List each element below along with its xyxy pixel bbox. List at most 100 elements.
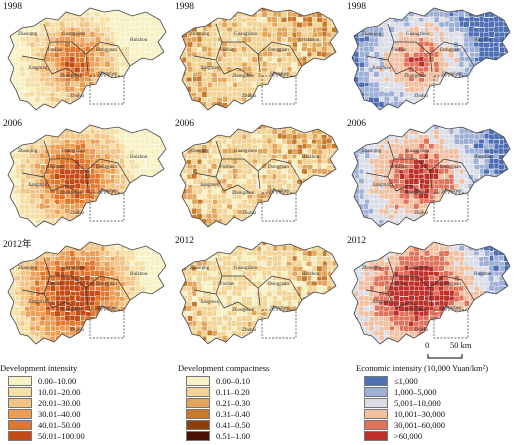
map-cell [149,285,156,292]
map-cell [59,102,66,109]
map-cell [217,119,223,125]
map-cell [336,236,342,242]
map-cell [10,107,17,110]
map-cell [321,326,328,332]
map-cell [1,57,7,63]
map-cell [44,11,51,18]
map-cell [25,129,32,136]
map-cell [104,208,111,215]
map-cell [24,340,31,344]
map-cell [216,91,223,98]
map-cell [192,296,198,303]
map-cell [8,209,11,216]
map-cell [139,265,146,272]
map-cell [326,305,333,312]
map-cell [291,81,298,88]
map-cell [336,214,338,221]
map-cell [35,242,42,243]
region-outline [7,7,167,111]
map-cell [266,101,273,108]
map-cell [129,125,136,130]
map-cell [297,125,304,131]
map-cell [226,51,233,58]
city-boundary [85,170,89,190]
map-cell [9,330,16,337]
map-cell [89,245,96,252]
map-cell [326,46,333,53]
map-cell [154,219,161,226]
map-cell [316,67,323,74]
map-cell [0,174,5,180]
map-cell [125,139,131,145]
map-cell [59,21,66,28]
map-cell [10,203,17,210]
map-cell [54,204,61,211]
map-cell [8,316,11,323]
city-label: Shenzhen [270,306,290,311]
map-cell [191,224,198,227]
map-cell [271,213,278,220]
map-cell [306,125,313,130]
map-cell [139,101,146,108]
map-cell [134,316,141,323]
map-cell [256,92,263,99]
map-cell [499,2,505,7]
map-cell [80,2,86,7]
map-cell [332,204,338,211]
map-cell [114,193,121,200]
map-cell [276,203,283,210]
map-cell [287,209,294,216]
map-cell [321,242,328,243]
map-cell [196,125,203,130]
map-cell [222,148,229,155]
map-cell [256,36,263,43]
map-cell [79,125,86,126]
map-cell [94,203,101,210]
map-cell [89,335,96,342]
hong-kong-macao-box [261,192,297,222]
map-cell [337,250,338,257]
map-cell [24,8,31,13]
map-cell [172,88,177,94]
map-cell [129,224,136,227]
region-outline [179,124,339,228]
map-cell [326,179,333,186]
map-cell [327,280,334,287]
map-cell [105,341,112,344]
map-cell [0,130,5,136]
map-cell [226,330,233,337]
map-cell [145,2,151,7]
map-cell [231,112,237,114]
map-cell [173,169,179,175]
map-cell [154,179,161,186]
map-cell [154,203,161,210]
map-cell [180,305,183,312]
map-cell [317,320,324,327]
map-cell [0,301,5,307]
map-cell [124,315,131,322]
map-cell [106,112,112,114]
map-cell [276,265,283,272]
map-cell [66,111,72,114]
map-cell [306,320,313,327]
map-cell [337,311,338,318]
map-cell [296,133,303,140]
map-cell [40,11,47,18]
map-cell [172,26,178,32]
year-label: 2006 [175,119,194,129]
map-cell [196,57,203,64]
map-cell [84,275,91,282]
map-cell [125,8,132,9]
map-cell [337,107,338,110]
map-cell [292,330,299,337]
map-cell [242,51,249,58]
map-cell [291,91,298,98]
map-cell [164,301,166,308]
map-cell [10,129,17,136]
map-cell [99,87,106,94]
map-cell [323,119,329,124]
map-cell [256,305,263,312]
map-cell [186,22,193,29]
map-cell [8,261,12,268]
map-cell [99,320,106,327]
